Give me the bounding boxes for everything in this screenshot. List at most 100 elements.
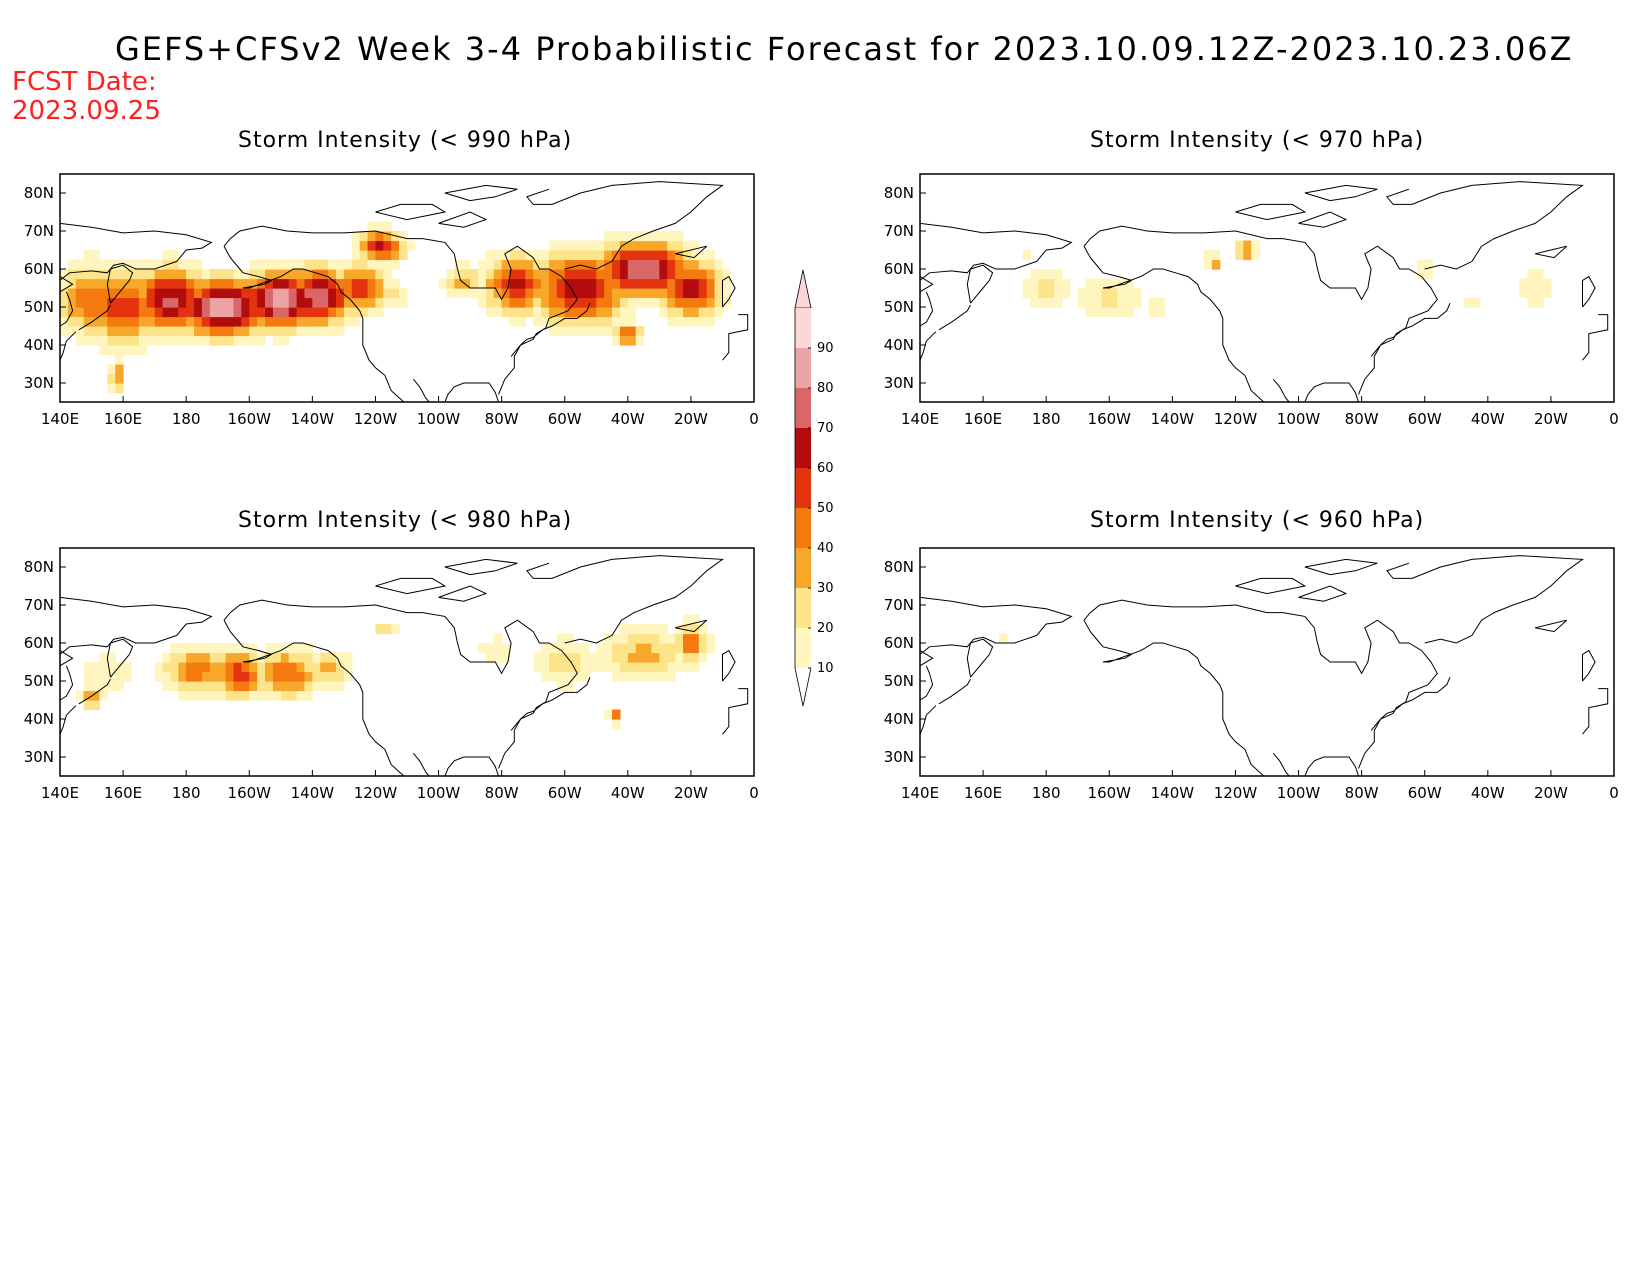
coastline: [444, 558, 518, 576]
colorbar-label: 70: [817, 421, 834, 436]
lat-tick-label: 80N: [24, 558, 54, 576]
field-cell: [257, 307, 266, 318]
panel-title-980: Storm Intensity (< 980 hPa): [238, 508, 573, 533]
field-cell: [659, 624, 668, 635]
field-cell: [627, 240, 637, 251]
field-cell: [675, 652, 684, 663]
field-cell: [257, 269, 266, 280]
field-cell: [280, 652, 290, 663]
field-cell: [154, 326, 164, 337]
field-cell: [217, 643, 227, 654]
field-cell: [280, 316, 290, 327]
field-cell: [328, 662, 337, 673]
field-cell: [556, 250, 566, 261]
field-cell: [651, 269, 660, 280]
field-cell: [548, 269, 558, 280]
field-cell: [399, 250, 408, 261]
field-cell: [146, 269, 156, 280]
field-cell: [328, 652, 337, 663]
coastline: [526, 181, 724, 270]
field-cell: [194, 671, 203, 682]
field-cell: [596, 652, 605, 663]
field-cell: [485, 643, 495, 654]
field-cell: [320, 662, 329, 673]
field-cell: [130, 307, 140, 318]
field-cell: [580, 326, 589, 337]
field-cell: [604, 269, 613, 280]
field-cell: [588, 278, 597, 289]
field-cell: [683, 269, 692, 280]
field-cell: [146, 316, 156, 327]
field-cell: [548, 307, 558, 318]
lon-tick-label: 140E: [901, 410, 939, 428]
field-cell: [690, 259, 700, 270]
field-cell: [627, 297, 637, 308]
field-cell: [556, 240, 566, 251]
field-cell: [107, 364, 116, 375]
field-cell: [548, 288, 558, 299]
field-cell: [690, 288, 700, 299]
field-cell: [1243, 250, 1252, 261]
field-cell: [525, 278, 534, 289]
field-cell: [336, 307, 345, 318]
field-cell: [1156, 307, 1166, 318]
field-cell: [99, 259, 108, 270]
field-cell: [1519, 278, 1528, 289]
field-cell: [572, 652, 582, 663]
field-cell: [209, 652, 219, 663]
field-cell: [651, 624, 660, 635]
field-cell: [698, 278, 708, 289]
field-cell: [107, 259, 116, 270]
field-cell: [201, 269, 211, 280]
field-cell: [627, 259, 637, 270]
field-cell: [312, 307, 321, 318]
coastline: [1304, 558, 1378, 576]
field-cell: [351, 250, 361, 261]
field-cell: [265, 316, 274, 327]
field-cell: [643, 633, 653, 644]
field-cell: [1109, 307, 1118, 318]
field-cell: [99, 690, 108, 701]
forecast-date-label: FCST Date: 2023.09.25: [12, 68, 161, 126]
field-cell: [146, 335, 156, 346]
field-cell: [548, 240, 558, 251]
field-cell: [115, 335, 124, 346]
field-cell: [209, 681, 219, 692]
field-cell: [249, 269, 258, 280]
field-cell: [272, 671, 282, 682]
field-cell: [596, 643, 605, 654]
field-cell: [272, 326, 282, 337]
field-cell: [706, 269, 716, 280]
field-cell: [99, 671, 108, 682]
field-cell: [241, 662, 250, 673]
field-cell: [525, 259, 534, 270]
field-cell: [572, 250, 582, 261]
field-cell: [596, 326, 605, 337]
field-cell: [667, 643, 676, 654]
lat-tick-label: 60N: [24, 634, 54, 652]
field-cell: [359, 231, 369, 242]
field-cell: [99, 297, 108, 308]
field-cell: [375, 269, 384, 280]
field-cell: [604, 250, 613, 261]
field-cell: [612, 719, 621, 730]
field-cell: [659, 269, 668, 280]
field-cell: [170, 335, 179, 346]
field-cell: [651, 297, 660, 308]
field-cell: [146, 259, 156, 270]
field-cell: [320, 307, 329, 318]
field-cell: [391, 624, 400, 635]
field-cell: [391, 240, 400, 251]
field-cell: [83, 662, 93, 673]
field-cell: [690, 643, 700, 654]
field-cell: [564, 671, 574, 682]
field-cell: [336, 288, 345, 299]
field-cell: [272, 259, 282, 270]
field-cell: [304, 690, 313, 701]
field-cell: [493, 278, 503, 289]
field-cell: [107, 335, 116, 346]
lon-tick-label: 120W: [354, 410, 398, 428]
field-cell: [635, 662, 645, 673]
field-cell: [194, 278, 203, 289]
field-cell: [564, 259, 574, 270]
